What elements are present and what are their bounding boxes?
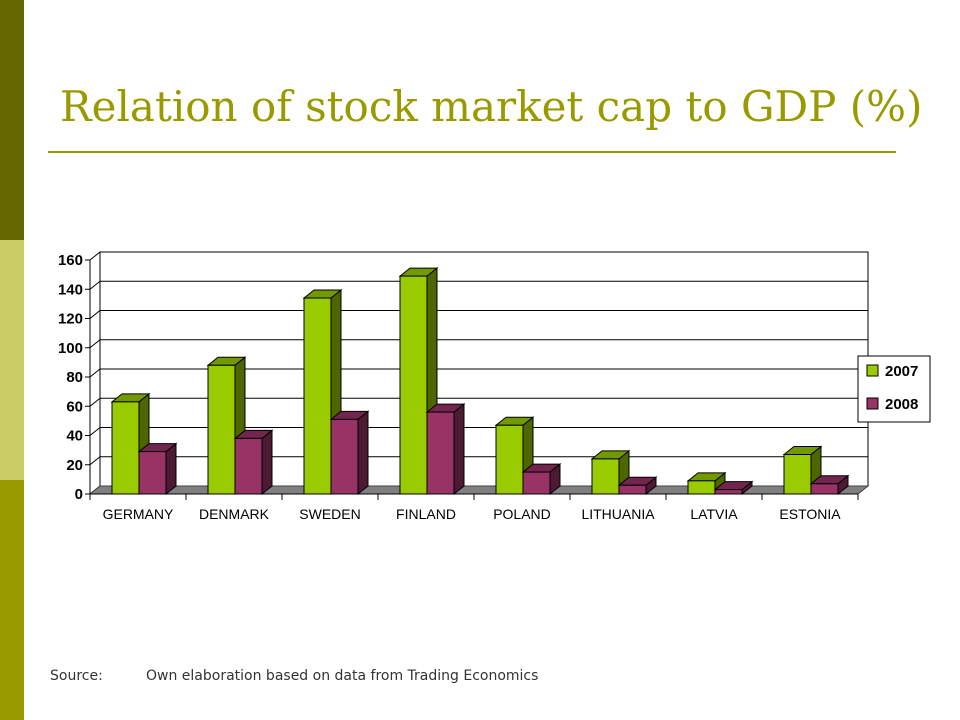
bar-front: [810, 483, 839, 495]
bar-front: [495, 424, 524, 495]
bar-front: [618, 484, 647, 495]
x-tick-label: ESTONIA: [779, 506, 841, 522]
gridline-depth: [89, 280, 101, 290]
legend-swatch-2007: [866, 364, 879, 377]
y-tick-label: 140: [58, 281, 83, 298]
bar-front: [687, 480, 716, 495]
bar-2008-estonia: [809, 474, 850, 496]
bar-side: [357, 410, 369, 496]
bar-front: [783, 454, 812, 495]
side-bar-bottom: [0, 480, 24, 720]
side-bar-middle: [0, 240, 24, 480]
bar-side: [261, 429, 273, 496]
bar-front: [138, 451, 167, 495]
x-tick-label: POLAND: [493, 506, 551, 522]
bar-2007-denmark: [206, 356, 247, 496]
y-tick-label: 80: [66, 369, 83, 386]
gridline-depth: [89, 339, 101, 349]
bar-side: [165, 442, 177, 496]
source-text: Own elaboration based on data from Tradi…: [146, 668, 539, 684]
x-tick-label: SWEDEN: [299, 506, 360, 522]
bar-2008-germany: [137, 442, 178, 496]
legend-box: [857, 355, 931, 423]
gridline-depth: [89, 251, 101, 261]
x-tick-label: GERMANY: [103, 506, 174, 522]
bar-2008-finland: [425, 403, 466, 496]
bar-front: [111, 401, 140, 495]
y-tick-label: 60: [66, 398, 83, 415]
x-tick-label: DENMARK: [199, 506, 270, 522]
bar-front: [714, 489, 743, 495]
y-tick-label: 160: [58, 252, 83, 269]
bar-front: [330, 418, 359, 495]
bar-front: [207, 364, 236, 495]
x-tick-label: FINLAND: [396, 506, 456, 522]
bar-2008-sweden: [329, 410, 370, 496]
gridline-depth: [89, 456, 101, 466]
bar-2008-denmark: [233, 429, 274, 496]
x-tick-label: LATVIA: [690, 506, 738, 522]
bar-front: [426, 411, 455, 495]
y-tick-label: 0: [75, 486, 83, 503]
bar-front: [399, 275, 428, 495]
y-tick-label: 120: [58, 311, 83, 328]
bar-front: [522, 471, 551, 495]
gridline-depth: [89, 427, 101, 436]
legend: 2007 2008: [857, 355, 931, 423]
bar-front: [234, 437, 263, 495]
bar-2007-latvia: [686, 471, 727, 496]
slide-title: Relation of stock market cap to GDP (%): [60, 82, 923, 131]
side-bar-top: [0, 0, 24, 240]
legend-label-2007: 2007: [885, 363, 918, 380]
source-label: Source:: [50, 668, 103, 684]
legend-swatch-2008: [866, 397, 879, 410]
legend-label-2008: 2008: [885, 396, 918, 413]
bar-2007-poland: [494, 416, 535, 496]
gridline-depth: [89, 397, 101, 407]
source-note: Source: Own elaboration based on data fro…: [50, 668, 538, 684]
bar-chart: 0 20 40 60 80 100 120 140 160 GERMANY DENMARK SWEDE…: [58, 251, 931, 522]
y-tick-label: 40: [66, 428, 83, 445]
y-tick-label: 20: [66, 457, 83, 474]
bar-front: [591, 458, 620, 495]
gridline-depth: [89, 368, 101, 378]
y-tick-label: 100: [58, 340, 83, 357]
bar-side: [453, 403, 465, 496]
x-tick-label: LITHUANIA: [581, 506, 655, 522]
title-divider: [48, 151, 896, 153]
bar-front: [303, 297, 332, 495]
gridline-depth: [89, 310, 101, 319]
bar-2008-poland: [521, 463, 562, 496]
